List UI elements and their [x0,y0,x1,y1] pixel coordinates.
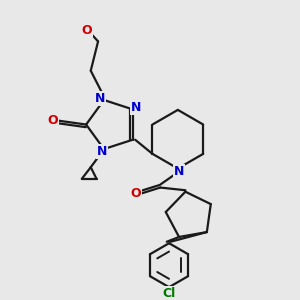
Text: N: N [95,92,106,105]
Text: N: N [96,145,107,158]
Text: O: O [130,188,141,200]
Text: N: N [174,165,184,178]
Text: Cl: Cl [162,287,176,300]
Text: N: N [131,101,142,114]
Text: O: O [82,24,92,37]
Text: O: O [47,114,58,127]
